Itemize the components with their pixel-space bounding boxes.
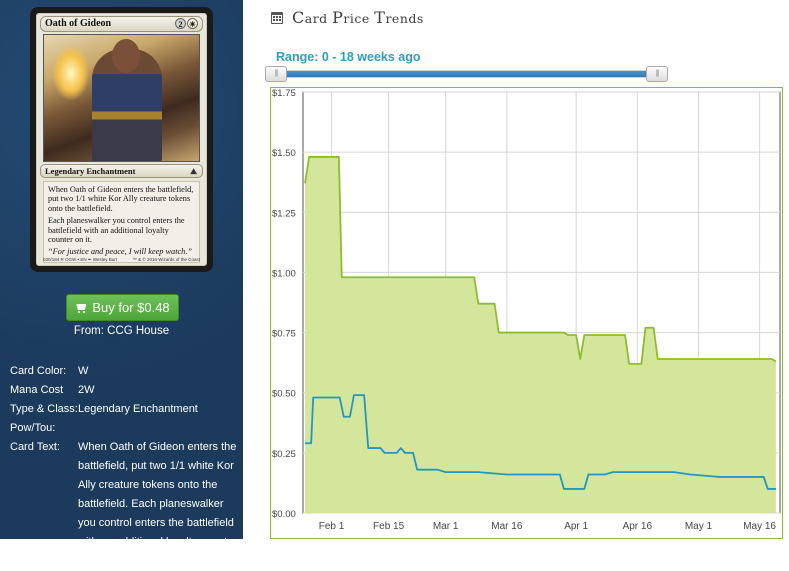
detail-row: Mana Cost 2W: [10, 381, 240, 400]
detail-label: Card Text:: [10, 441, 60, 453]
detail-row: Pow/Tou:: [10, 419, 240, 438]
card-collector-info: 030/184 R OGW • EN ✒ Wesley Burt: [43, 257, 118, 262]
title-p: P: [332, 8, 344, 27]
title-c: C: [292, 8, 305, 27]
detail-value: [78, 419, 240, 438]
card-type-text: Legendary Enchantment: [45, 166, 136, 176]
card-type-line: Legendary Enchantment ⛰: [40, 164, 203, 178]
series-area: [305, 156, 776, 513]
detail-value: Legendary Enchantment: [78, 403, 198, 415]
title-ard: ard: [304, 11, 333, 26]
x-tick-label: May 1: [685, 521, 713, 532]
x-tick-label: Feb 1: [319, 521, 345, 532]
series-line: [304, 156, 777, 365]
detail-row: Type & Class: Legendary Enchantment: [10, 400, 240, 419]
detail-label: Mana Cost: [10, 384, 64, 396]
card-text-box: When Oath of Gideon enters the battlefie…: [43, 181, 200, 263]
card-name: Oath of Gideon: [45, 18, 112, 29]
shopping-cart-icon: [75, 304, 87, 313]
card-frame: Oath of Gideon 2 ☀ Legendary Enchantment …: [36, 13, 207, 266]
buy-button-label: Buy for $0.48: [92, 300, 170, 315]
detail-label: Card Color:: [10, 365, 67, 377]
mana-generic-icon: 2: [175, 18, 186, 29]
y-tick-label: $1.00: [272, 268, 296, 279]
detail-row: Card Color: W: [10, 362, 240, 381]
slider-handle-start[interactable]: |||: [265, 66, 287, 82]
set-symbol-icon: ⛰: [190, 167, 197, 176]
price-chart-svg: $0.00 $0.25 $0.50 $0.75 $1.00 $1.25 $1.50 $1.75…: [270, 87, 783, 539]
card-copyright: ™ & © 2016 Wizards of the Coast: [132, 257, 200, 262]
detail-label: Pow/Tou:: [10, 422, 56, 434]
title-t: T: [374, 8, 386, 27]
detail-value: W: [78, 365, 89, 377]
y-tick-label: $1.50: [272, 148, 296, 159]
card-details: Card Color: W Mana Cost 2W Type & Class: Lege…: [10, 362, 240, 571]
detail-row: Card Text: When Oath of Gideon enters the…: [10, 438, 240, 571]
art-glow: [52, 45, 90, 101]
card-rules-2: Each planeswalker you control enters the…: [48, 216, 185, 245]
range-slider[interactable]: ||| |||: [265, 66, 669, 82]
x-tick-label: Feb 15: [373, 521, 405, 532]
vendor-label: From: CCG House: [73, 325, 170, 337]
y-tick-label: $1.25: [272, 208, 296, 219]
y-tick-label: $0.50: [272, 389, 296, 400]
calendar-icon: [271, 12, 283, 24]
y-tick-label: $0.00: [272, 509, 296, 520]
card-rules-1: When Oath of Gideon enters the battlefie…: [48, 185, 194, 213]
series-line: [305, 394, 776, 490]
title-rice: rice: [343, 11, 375, 26]
card-footer: 030/184 R OGW • EN ✒ Wesley Burt ™ & © 2…: [43, 257, 200, 263]
detail-value: 2W: [78, 384, 95, 396]
x-tick-label: May 16: [743, 521, 776, 532]
x-tick-label: Mar 16: [491, 521, 523, 532]
slider-range-fill: [275, 71, 661, 77]
card-art: [43, 34, 200, 162]
slider-handle-end[interactable]: |||: [646, 66, 668, 82]
buy-button[interactable]: Buy for $0.48: [66, 294, 179, 321]
card-flavor: “For justice and peace, I will keep watc…: [48, 247, 193, 257]
art-head: [112, 39, 140, 73]
page-title: Card Price Trends: [271, 8, 424, 27]
y-tick-label: $0.75: [272, 329, 296, 340]
mana-white-icon: ☀: [187, 18, 198, 29]
card-title-bar: Oath of Gideon 2 ☀: [40, 16, 203, 32]
price-chart: $0.00 $0.25 $0.50 $0.75 $1.00 $1.25 $1.50 $1.75…: [270, 87, 783, 539]
x-tick-label: Apr 1: [564, 521, 588, 532]
range-label: Range: 0 - 18 weeks ago: [276, 50, 421, 64]
card-image: Oath of Gideon 2 ☀ Legendary Enchantment …: [30, 7, 213, 272]
card-sidebar: Oath of Gideon 2 ☀ Legendary Enchantment …: [0, 0, 243, 567]
title-rends: rends: [385, 11, 424, 26]
x-tick-label: Apr 16: [623, 521, 653, 532]
detail-label: Type & Class:: [10, 403, 78, 415]
y-tick-label: $0.25: [272, 449, 296, 460]
y-tick-label: $1.75: [272, 88, 296, 99]
x-tick-label: Mar 1: [433, 521, 459, 532]
detail-value: When Oath of Gideon enters the battlefie…: [78, 441, 237, 567]
card-mana-cost: 2 ☀: [174, 18, 198, 29]
